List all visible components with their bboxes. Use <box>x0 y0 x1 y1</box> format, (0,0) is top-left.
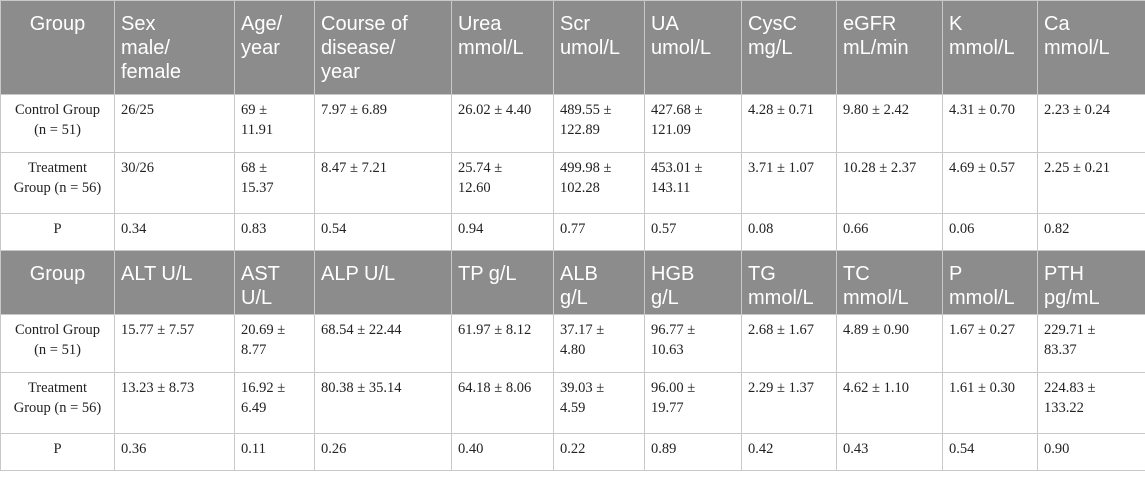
table-cell: 2.25 ± 0.21 <box>1037 152 1145 214</box>
table-cell: 20.69 ± 8.77 <box>234 314 315 373</box>
table-cell: 0.94 <box>451 213 554 251</box>
table-cell: 224.83 ± 133.22 <box>1037 372 1145 434</box>
table-cell: 39.03 ± 4.59 <box>553 372 645 434</box>
table-cell: 96.77 ± 10.63 <box>644 314 742 373</box>
table-cell: 37.17 ± 4.80 <box>553 314 645 373</box>
table-cell: 489.55 ± 122.89 <box>553 94 645 153</box>
table-cell: 15.77 ± 7.57 <box>114 314 235 373</box>
header-cell: AST U/L <box>234 250 315 315</box>
table-cell: 1.61 ± 0.30 <box>942 372 1038 434</box>
header-cell: TC mmol/L <box>836 250 943 315</box>
table-cell: 1.67 ± 0.27 <box>942 314 1038 373</box>
table-cell: 4.31 ± 0.70 <box>942 94 1038 153</box>
table-cell: 64.18 ± 8.06 <box>451 372 554 434</box>
table-cell: 0.83 <box>234 213 315 251</box>
table-cell: 69 ± 11.91 <box>234 94 315 153</box>
table-cell: 0.77 <box>553 213 645 251</box>
header-cell: ALP U/L <box>314 250 452 315</box>
table-cell: 0.34 <box>114 213 235 251</box>
table-cell: 4.28 ± 0.71 <box>741 94 837 153</box>
table-row: Control Group (n = 51) 15.77 ± 7.57 20.6… <box>0 314 1145 373</box>
header-cell: eGFR mL/min <box>836 0 943 95</box>
table-cell: 4.62 ± 1.10 <box>836 372 943 434</box>
table-cell: 96.00 ± 19.77 <box>644 372 742 434</box>
table-cell: 2.23 ± 0.24 <box>1037 94 1145 153</box>
table-cell: 0.06 <box>942 213 1038 251</box>
table-cell: 16.92 ± 6.49 <box>234 372 315 434</box>
table-cell: 10.28 ± 2.37 <box>836 152 943 214</box>
table-cell: 0.42 <box>741 433 837 471</box>
table-cell: 0.54 <box>942 433 1038 471</box>
table-row: Treatment Group (n = 56) 30/26 68 ± 15.3… <box>0 152 1145 214</box>
table-cell: 0.22 <box>553 433 645 471</box>
table-cell: 0.43 <box>836 433 943 471</box>
header-cell: Ca mmol/L <box>1037 0 1145 95</box>
group-cell: Treatment Group (n = 56) <box>0 152 115 214</box>
header-cell: ALT U/L <box>114 250 235 315</box>
table-cell: 0.82 <box>1037 213 1145 251</box>
table-cell: 26/25 <box>114 94 235 153</box>
table-cell: 68 ± 15.37 <box>234 152 315 214</box>
table-cell: 0.11 <box>234 433 315 471</box>
header-cell: UA umol/L <box>644 0 742 95</box>
table-cell: 13.23 ± 8.73 <box>114 372 235 434</box>
header-row-1: Group Sex male/ female Age/ year Course … <box>0 0 1145 95</box>
header-cell: Course of disease/ year <box>314 0 452 95</box>
table-cell: 0.26 <box>314 433 452 471</box>
table-cell: 4.89 ± 0.90 <box>836 314 943 373</box>
table-row: Control Group (n = 51) 26/25 69 ± 11.91 … <box>0 94 1145 153</box>
table-cell: 0.57 <box>644 213 742 251</box>
header-cell: Sex male/ female <box>114 0 235 95</box>
group-cell: Treatment Group (n = 56) <box>0 372 115 434</box>
header-cell: PTH pg/mL <box>1037 250 1145 315</box>
header-cell: Scr umol/L <box>553 0 645 95</box>
table-cell: 427.68 ± 121.09 <box>644 94 742 153</box>
table-cell: 0.89 <box>644 433 742 471</box>
header-row-2: Group ALT U/L AST U/L ALP U/L TP g/L ALB… <box>0 250 1145 315</box>
p-value-row: P 0.34 0.83 0.54 0.94 0.77 0.57 0.08 0.6… <box>0 213 1145 251</box>
table-cell: 0.40 <box>451 433 554 471</box>
table-cell: 0.08 <box>741 213 837 251</box>
header-cell: Age/ year <box>234 0 315 95</box>
table-cell: 499.98 ± 102.28 <box>553 152 645 214</box>
table-cell: 0.90 <box>1037 433 1145 471</box>
table-cell: 8.47 ± 7.21 <box>314 152 452 214</box>
table-cell: 0.36 <box>114 433 235 471</box>
table-cell: 61.97 ± 8.12 <box>451 314 554 373</box>
p-value-row: P 0.36 0.11 0.26 0.40 0.22 0.89 0.42 0.4… <box>0 433 1145 471</box>
header-cell: ALB g/L <box>553 250 645 315</box>
header-cell: TP g/L <box>451 250 554 315</box>
header-cell: P mmol/L <box>942 250 1038 315</box>
table-cell: 80.38 ± 35.14 <box>314 372 452 434</box>
table-cell: 25.74 ± 12.60 <box>451 152 554 214</box>
table-cell: 30/26 <box>114 152 235 214</box>
header-cell: HGB g/L <box>644 250 742 315</box>
header-cell: CysC mg/L <box>741 0 837 95</box>
table-cell: 2.29 ± 1.37 <box>741 372 837 434</box>
table-cell: 0.54 <box>314 213 452 251</box>
table-cell: 26.02 ± 4.40 <box>451 94 554 153</box>
group-cell: P <box>0 213 115 251</box>
group-cell: Control Group (n = 51) <box>0 314 115 373</box>
table-cell: 0.66 <box>836 213 943 251</box>
table-cell: 7.97 ± 6.89 <box>314 94 452 153</box>
table-cell: 2.68 ± 1.67 <box>741 314 837 373</box>
header-cell: Group <box>0 250 115 315</box>
header-cell: K mmol/L <box>942 0 1038 95</box>
header-cell: Urea mmol/L <box>451 0 554 95</box>
header-cell: Group <box>0 0 115 95</box>
table-cell: 9.80 ± 2.42 <box>836 94 943 153</box>
table-cell: 68.54 ± 22.44 <box>314 314 452 373</box>
table-cell: 4.69 ± 0.57 <box>942 152 1038 214</box>
header-cell: TG mmol/L <box>741 250 837 315</box>
table-cell: 229.71 ± 83.37 <box>1037 314 1145 373</box>
table-cell: 453.01 ± 143.11 <box>644 152 742 214</box>
group-cell: P <box>0 433 115 471</box>
group-cell: Control Group (n = 51) <box>0 94 115 153</box>
table-cell: 3.71 ± 1.07 <box>741 152 837 214</box>
table-row: Treatment Group (n = 56) 13.23 ± 8.73 16… <box>0 372 1145 434</box>
